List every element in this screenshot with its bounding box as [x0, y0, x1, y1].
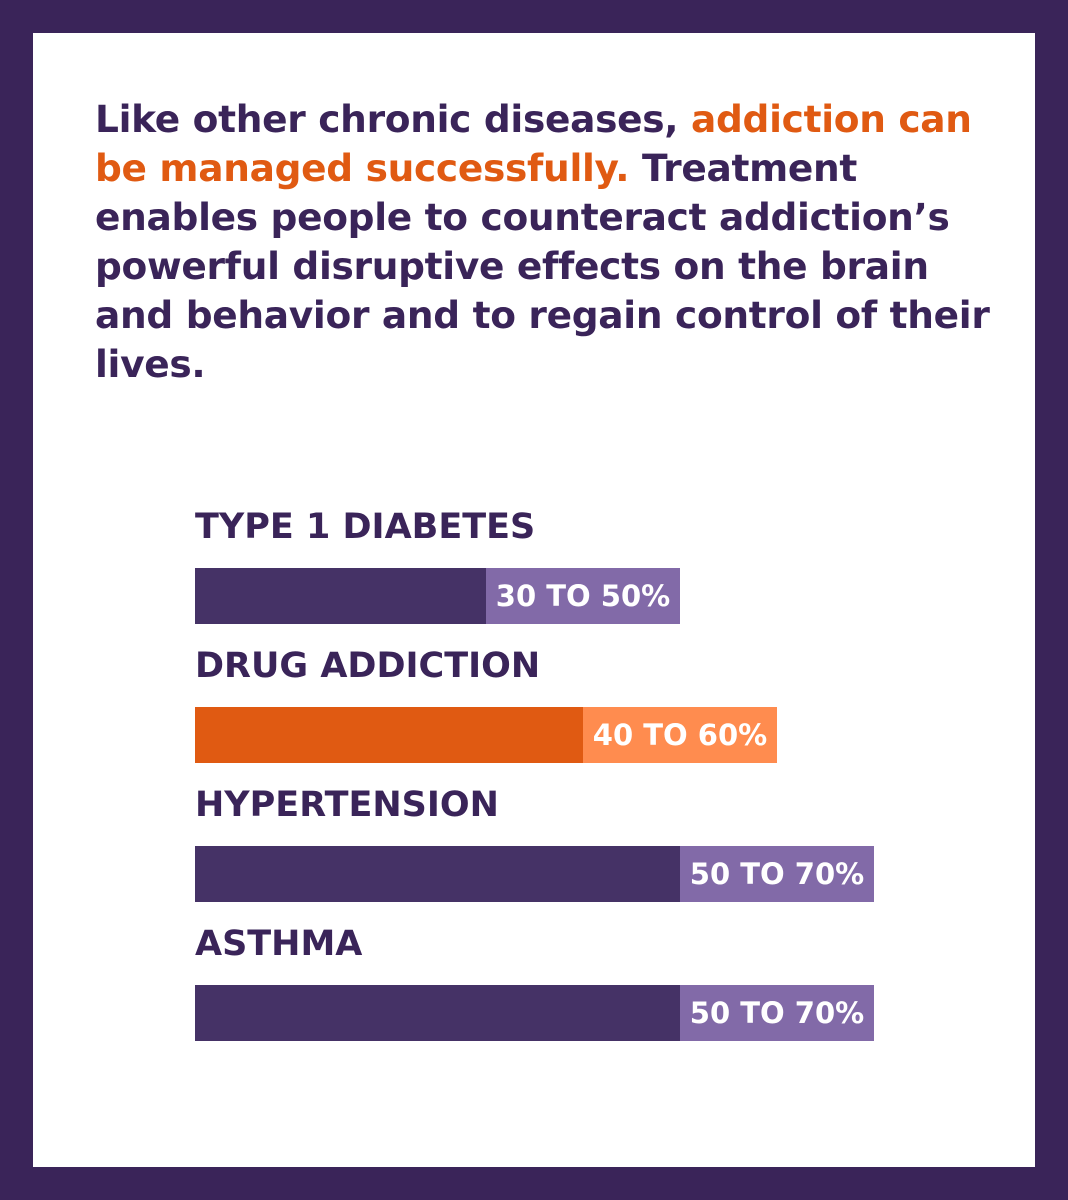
- intro-text-rest: Treatment enables people to counteract a…: [95, 146, 990, 386]
- range-label-asthma: 50 TO 70%: [690, 996, 864, 1030]
- range-label-hypertension: 50 TO 70%: [690, 857, 864, 891]
- bar-base-hypertension: [195, 846, 680, 902]
- intro-paragraph: Like other chronic diseases, addiction c…: [95, 95, 995, 389]
- range-label-type-1-diabetes: 30 TO 50%: [496, 579, 670, 613]
- range-label-drug-addiction: 40 TO 60%: [593, 718, 767, 752]
- bar-range-asthma: [680, 985, 874, 1041]
- category-label-drug-addiction: DRUG ADDICTION: [195, 646, 540, 686]
- intro-highlight: addiction can be managed successfully.: [95, 97, 972, 190]
- bar-base-type-1-diabetes: [195, 568, 486, 624]
- intro-text-lead: Like other chronic diseases,: [95, 97, 691, 141]
- bar-base-drug-addiction: [195, 707, 583, 763]
- bar-range-type-1-diabetes: [486, 568, 680, 624]
- category-label-asthma: ASTHMA: [195, 924, 362, 964]
- category-label-hypertension: HYPERTENSION: [195, 785, 499, 825]
- bar-range-hypertension: [680, 846, 874, 902]
- bar-base-asthma: [195, 985, 680, 1041]
- category-label-type-1-diabetes: TYPE 1 DIABETES: [195, 507, 535, 547]
- bar-range-drug-addiction: [583, 707, 777, 763]
